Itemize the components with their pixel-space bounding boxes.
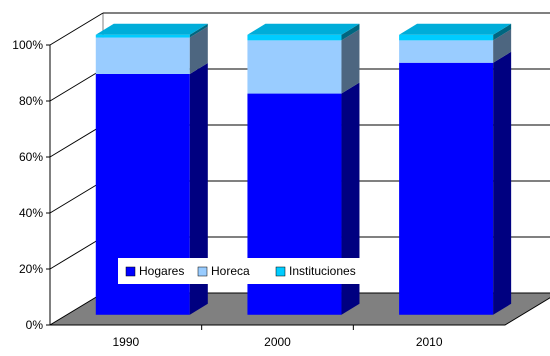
y-tick-label-20%: 20%: [19, 262, 43, 276]
y-axis-ticks: 0% 20% 40% 60% 80% 100%: [12, 38, 50, 332]
legend: Hogares Horeca Instituciones: [118, 258, 390, 284]
bar-side-hogares-2010: [493, 51, 512, 315]
x-tick-label-2000: 2000: [264, 335, 291, 349]
y-tick-label-80%: 80%: [19, 94, 43, 108]
gridline-side-40%: [49, 180, 104, 214]
legend-swatch-hogares: [125, 266, 136, 277]
legend-box: [118, 258, 390, 284]
bar-top-1990: [95, 23, 208, 35]
bar-side-horeca-2010: [493, 29, 512, 63]
y-tick-label-0%: 0%: [26, 318, 44, 332]
gridline-side-60%: [49, 124, 104, 158]
bar-instituciones-2000: [247, 34, 342, 41]
bar-side-instituciones-1990: [189, 23, 208, 38]
bar-top-2010: [399, 23, 512, 35]
legend-label-hogares: Hogares: [139, 264, 184, 278]
x-tick-label-1990: 1990: [112, 335, 139, 349]
bar-instituciones-1990: [95, 34, 190, 38]
x-tick-label-2010: 2010: [416, 335, 443, 349]
y-tick-label-60%: 60%: [19, 150, 43, 164]
axes: [49, 45, 505, 326]
bar-side-instituciones-2000: [341, 23, 360, 41]
legend-swatch-instituciones: [275, 266, 286, 277]
legend-label-instituciones: Instituciones: [289, 264, 356, 278]
bar-side-hogares-1990: [189, 62, 208, 315]
bar-side-horeca-2000: [341, 29, 360, 94]
bar-stack-1990: [95, 23, 208, 315]
bar-hogares-2010: [399, 62, 494, 315]
bar-horeca-1990: [95, 37, 190, 74]
bar-horeca-2000: [247, 40, 342, 94]
bar-side-horeca-1990: [189, 26, 208, 74]
bar-top-2000: [247, 23, 360, 35]
bar-horeca-2010: [399, 40, 494, 63]
gridline-side-20%: [49, 236, 104, 270]
bar-side-instituciones-2010: [493, 23, 512, 41]
bar-stack-2010: [399, 23, 512, 315]
bar-side-hogares-2000: [341, 82, 360, 315]
y-tick-label-100%: 100%: [12, 38, 43, 52]
legend-swatch-horeca: [197, 266, 208, 277]
x-axis-ticks: 1990 2000 2010: [112, 325, 443, 349]
gridline-side-100%: [49, 12, 104, 46]
bar-instituciones-2010: [399, 34, 494, 41]
legend-label-horeca: Horeca: [211, 264, 250, 278]
gridline-side-80%: [49, 68, 104, 102]
y-tick-label-40%: 40%: [19, 206, 43, 220]
